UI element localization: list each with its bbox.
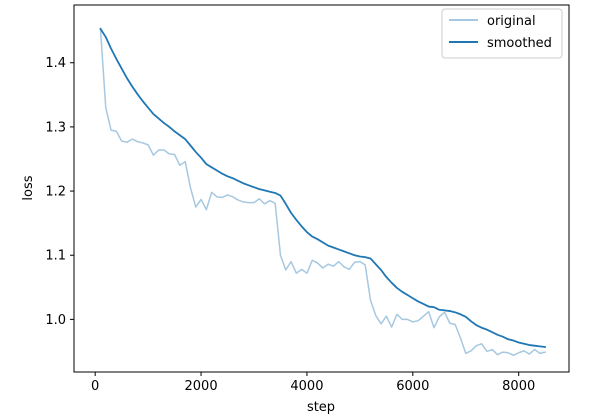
legend-label-original: original bbox=[487, 14, 536, 29]
legend-box bbox=[441, 8, 563, 59]
y-tick-label: 1.0 bbox=[45, 313, 66, 328]
series-line-original bbox=[99, 27, 546, 357]
series-layer bbox=[99, 27, 547, 357]
plot-background bbox=[74, 5, 569, 372]
y-axis-label: loss bbox=[21, 175, 36, 200]
x-tick-label: 2000 bbox=[185, 379, 218, 394]
x-axis-label: step bbox=[307, 400, 335, 415]
y-tick-label: 1.4 bbox=[45, 56, 66, 71]
series-line-smoothed bbox=[99, 27, 547, 348]
x-tick-label: 0 bbox=[91, 379, 99, 394]
y-tick-label: 1.3 bbox=[45, 120, 66, 135]
x-tick-label: 8000 bbox=[502, 379, 535, 394]
plot-area bbox=[73, 4, 570, 373]
x-axis: 0 2000 4000 6000 8000 bbox=[91, 372, 535, 394]
x-tick-label: 6000 bbox=[396, 379, 429, 394]
y-tick-label: 1.1 bbox=[45, 249, 66, 264]
plot-frame bbox=[73, 4, 570, 373]
legend-label-smoothed: smoothed bbox=[487, 36, 552, 51]
legend: original smoothed bbox=[441, 8, 563, 59]
y-tick-label: 1.2 bbox=[45, 185, 66, 200]
y-axis: 1.0 1.1 1.2 1.3 1.4 bbox=[45, 56, 74, 328]
x-tick-label: 4000 bbox=[290, 379, 323, 394]
